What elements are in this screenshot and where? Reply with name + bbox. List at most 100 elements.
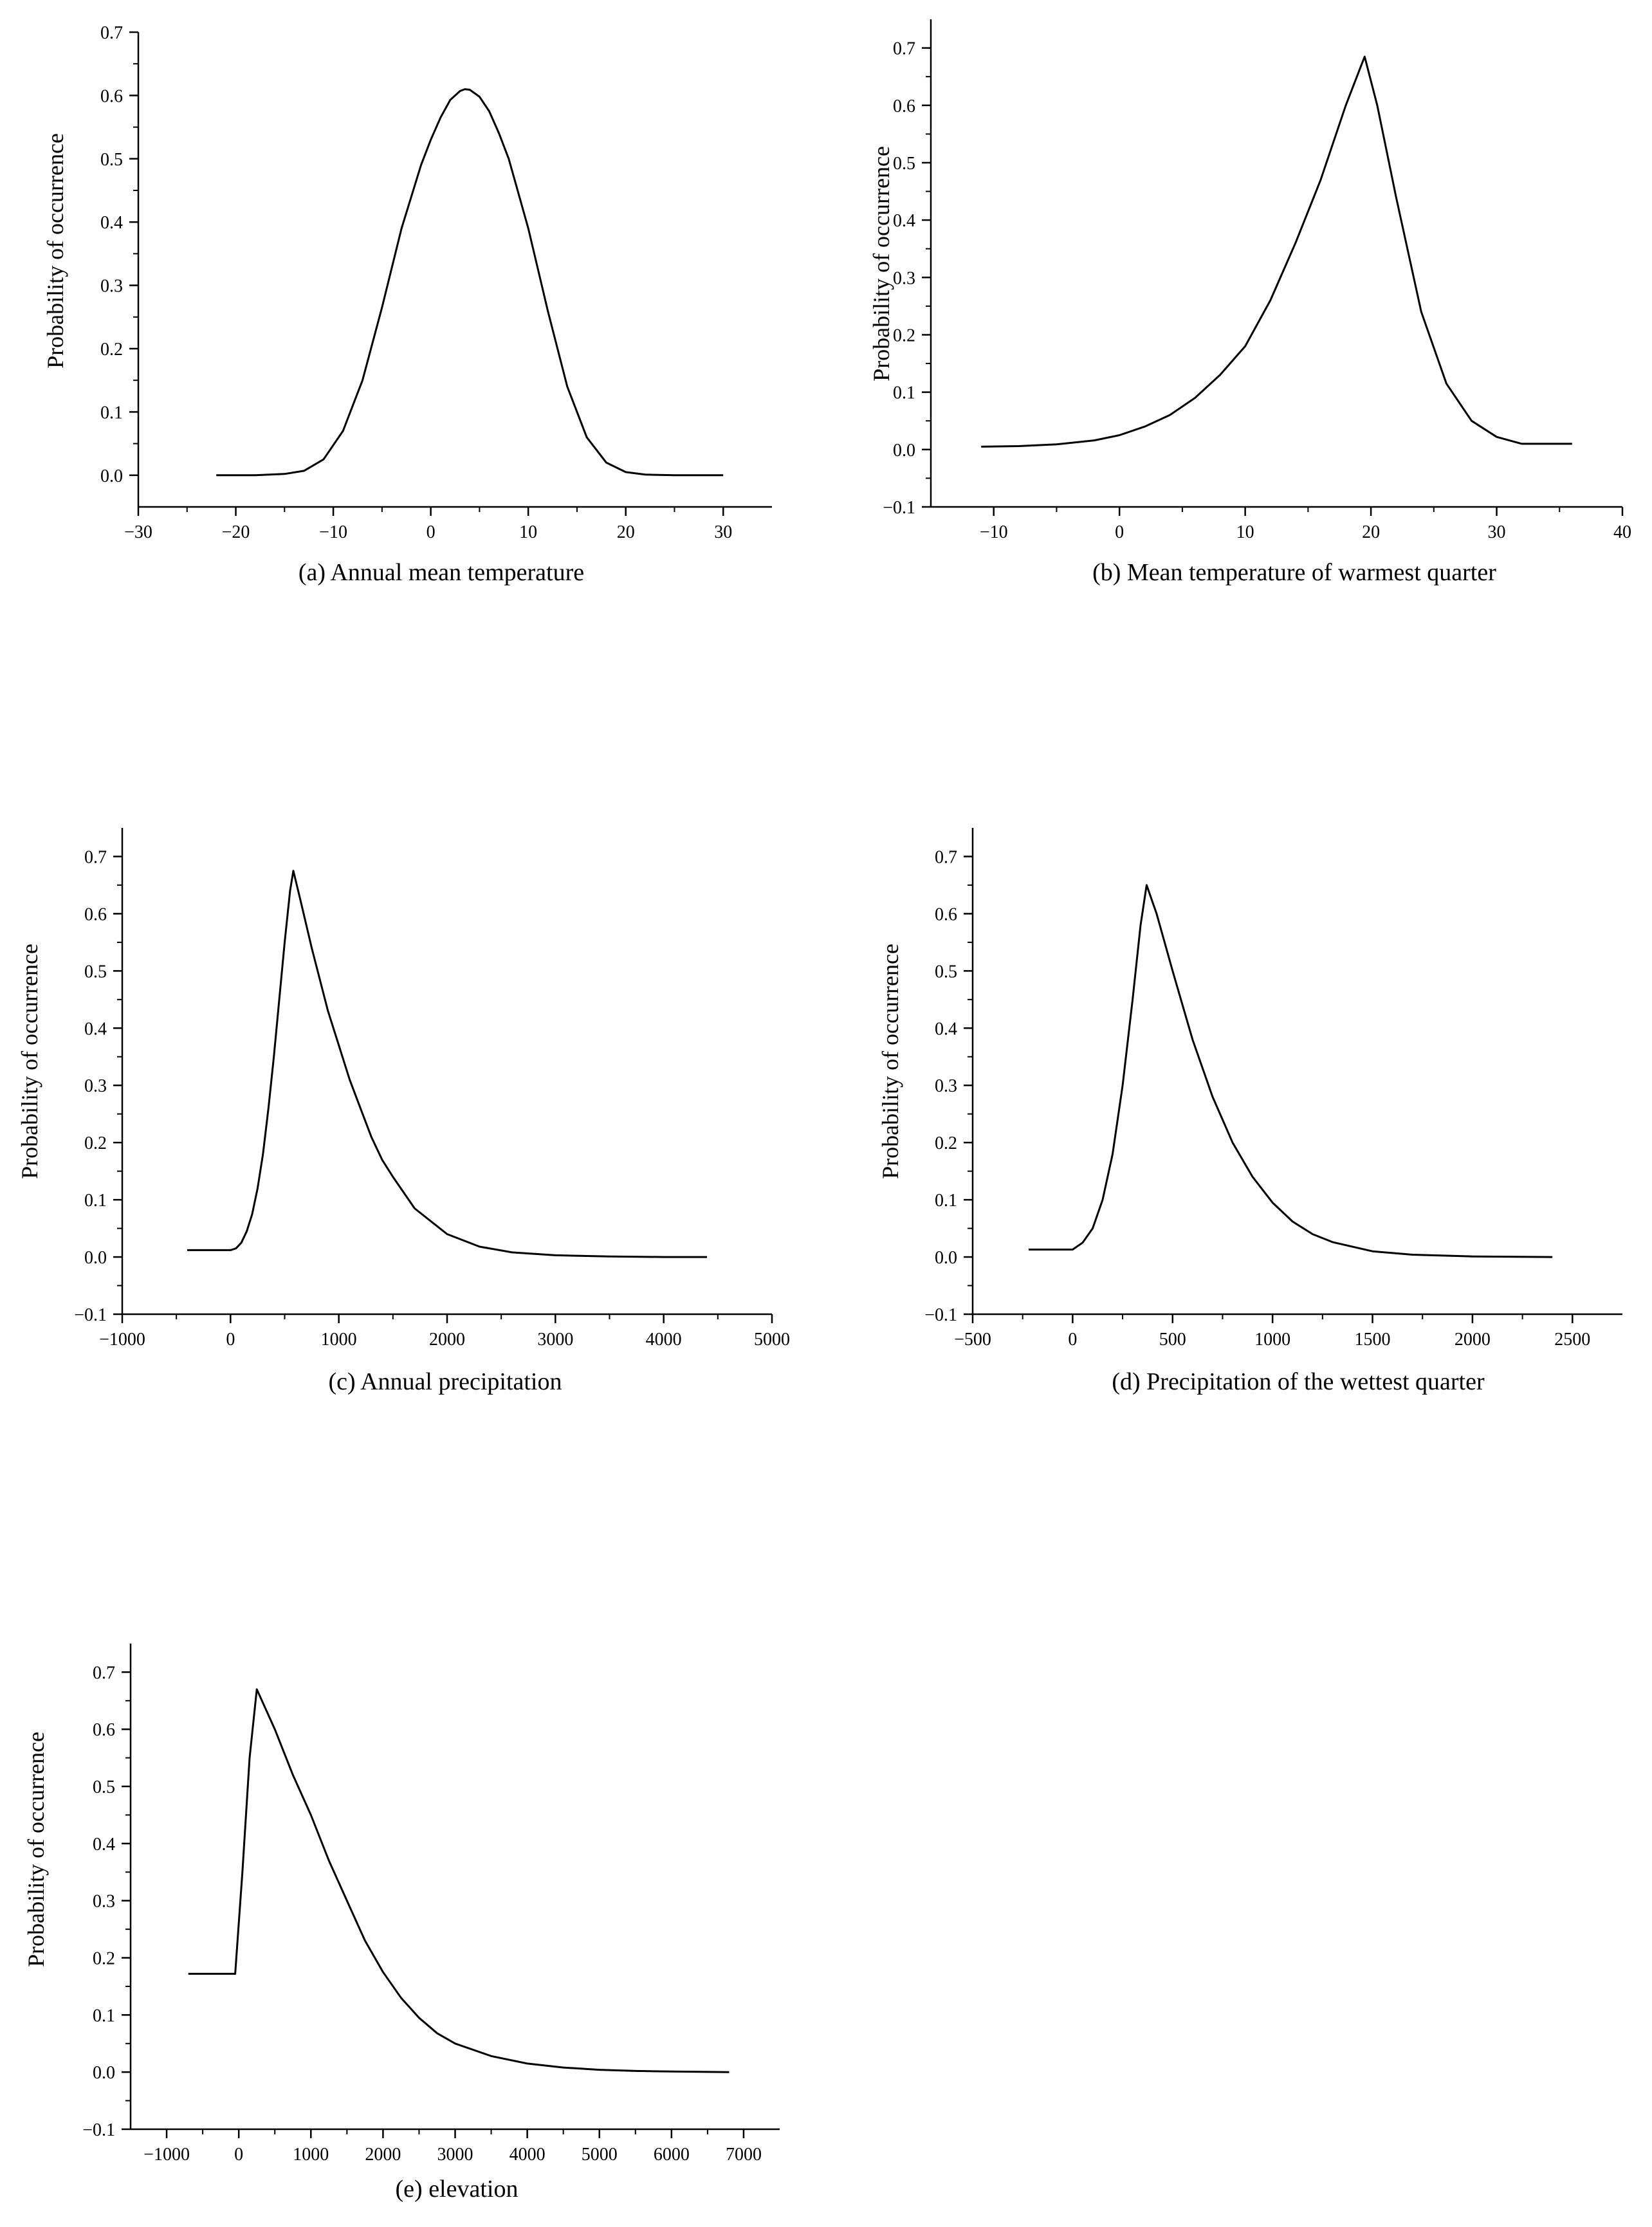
panel-e-x-tick-label: 6000 — [654, 2145, 690, 2165]
panel-c-y-tick-label: 0.1 — [84, 1191, 107, 1211]
panel-d-x-tick-label: 2000 — [1455, 1330, 1491, 1350]
panel-e-y-tick-label: 0.2 — [93, 1949, 115, 1969]
panel-d-x-tick-label: −500 — [954, 1330, 991, 1350]
panel-d-x-tick-label: 1500 — [1355, 1330, 1391, 1350]
panel-a-y-tick-label: 0.0 — [100, 466, 123, 486]
panel-b-y-tick-label: 0.4 — [893, 211, 915, 231]
panel-b-ylabel: Probability of occurrence — [868, 146, 894, 381]
panel-a-x-tick-label: 30 — [714, 522, 732, 542]
panel-e-caption: (e) elevation — [396, 2176, 519, 2203]
panel-e-y-tick-label: 0.5 — [93, 1777, 115, 1797]
panel-d-caption: (d) Precipitation of the wettest quarter — [1112, 1368, 1485, 1395]
panel-b-y-tick-label: 0.1 — [893, 383, 915, 403]
panel-e-ylabel: Probability of occurrence — [23, 1732, 49, 1967]
panel-b-y-tick-label: 0.7 — [893, 39, 915, 59]
panel-a-y-tick-label: 0.6 — [100, 86, 123, 106]
panel-e-y-tick-label: 0.0 — [93, 2063, 115, 2083]
panel-a-y-tick-label: 0.1 — [100, 403, 123, 423]
panel-e-y-tick-label: 0.7 — [93, 1663, 115, 1683]
panel-c-x-tick-label: 2000 — [429, 1330, 465, 1350]
panel-d-y-tick-label: 0.6 — [935, 904, 957, 924]
panel-b-caption: (b) Mean temperature of warmest quarter — [1092, 559, 1496, 586]
panel-d-y-tick-label: 0.1 — [935, 1191, 957, 1211]
panel-c-x-tick-label: 1000 — [321, 1330, 357, 1350]
panel-a-caption: (a) Annual mean temperature — [298, 559, 584, 586]
panel-e-x-tick-label: 1000 — [293, 2145, 329, 2165]
panel-c-x-tick-label: 5000 — [754, 1330, 790, 1350]
panel-c-y-tick-label: 0.6 — [84, 904, 107, 924]
panel-c-ylabel: Probability of occurrence — [17, 944, 42, 1179]
panel-e-x-tick-label: 3000 — [437, 2145, 473, 2165]
panel-d-y-tick-label: 0.4 — [935, 1019, 957, 1039]
panel-e-y-tick-label: 0.1 — [93, 2006, 115, 2026]
panel-e-y-tick-label: 0.6 — [93, 1720, 115, 1740]
panel-b: Probability of occurrence (b) Mean tempe… — [868, 19, 1631, 586]
panel-b-x-tick-label: 40 — [1613, 522, 1631, 542]
panel-a-y-tick-label: 0.7 — [100, 23, 123, 43]
panel-a-y-tick-label: 0.2 — [100, 340, 123, 360]
panel-a-ylabel: Probability of occurrence — [42, 133, 68, 369]
panel-a-x-tick-label: −30 — [124, 522, 152, 542]
panel-d-y-tick-label: 0.3 — [935, 1076, 957, 1096]
panel-c-x-tick-label: 0 — [226, 1330, 235, 1350]
panel-b-x-tick-label: −10 — [980, 522, 1008, 542]
panel-d-x-tick-label: 2500 — [1554, 1330, 1590, 1350]
panel-d-x-tick-label: 1000 — [1254, 1330, 1290, 1350]
panel-c-y-tick-label: 0.5 — [84, 962, 107, 982]
panel-d-y-tick-label: 0.5 — [935, 962, 957, 982]
panel-c-x-tick-label: −1000 — [99, 1330, 145, 1350]
panel-c-y-tick-label: 0.4 — [84, 1019, 107, 1039]
panel-c-y-tick-label: 0.2 — [84, 1133, 107, 1153]
panel-c-x-tick-label: 3000 — [537, 1330, 573, 1350]
panel-e-x-tick-label: 2000 — [365, 2145, 401, 2165]
panel-d-ylabel: Probability of occurrence — [877, 944, 903, 1179]
panel-c-y-tick-label: 0.7 — [84, 847, 107, 867]
panel-d-x-tick-label: 500 — [1159, 1330, 1186, 1350]
panel-b-y-tick-label: 0.0 — [893, 441, 915, 461]
panel-d-y-tick-label: 0.7 — [935, 847, 957, 867]
panel-b-y-tick-label: 0.6 — [893, 96, 915, 116]
panel-e-y-tick-label: −0.1 — [82, 2120, 115, 2140]
panel-d-y-tick-label: 0.0 — [935, 1248, 957, 1268]
panel-c: Probability of occurrence (c) Annual pre… — [17, 828, 790, 1395]
panel-c-series-line — [187, 870, 707, 1258]
panel-a: Probability of occurrence (a) Annual mea… — [42, 23, 772, 586]
panel-a-y-tick-label: 0.3 — [100, 277, 123, 297]
panel-b-series-line — [981, 55, 1572, 448]
panel-e-x-tick-label: 7000 — [726, 2145, 762, 2165]
panel-e-series-line — [188, 1688, 730, 2073]
panel-a-series-line — [216, 88, 724, 477]
panel-d: Probability of occurrence (d) Precipitat… — [877, 828, 1622, 1395]
panel-a-x-tick-label: 10 — [519, 522, 537, 542]
panel-e-x-tick-label: 4000 — [509, 2145, 546, 2165]
panel-d-y-tick-label: 0.2 — [935, 1133, 957, 1153]
panel-b-y-tick-label: 0.2 — [893, 325, 915, 345]
panel-b-y-tick-label: 0.3 — [893, 268, 915, 288]
panel-a-x-tick-label: −20 — [222, 522, 250, 542]
panel-a-y-tick-label: 0.5 — [100, 150, 123, 170]
panel-e: Probability of occurrence (e) elevation … — [23, 1644, 780, 2203]
panel-e-x-tick-label: 5000 — [582, 2145, 618, 2165]
panel-a-x-tick-label: 20 — [617, 522, 635, 542]
panel-b-x-tick-label: 0 — [1115, 522, 1124, 542]
panel-d-x-tick-label: 0 — [1068, 1330, 1077, 1350]
panel-e-y-tick-label: 0.4 — [93, 1835, 115, 1855]
panel-c-y-tick-label: −0.1 — [74, 1305, 107, 1325]
panel-c-caption: (c) Annual precipitation — [329, 1368, 562, 1395]
panel-b-y-tick-label: 0.5 — [893, 154, 915, 174]
panel-a-x-tick-label: −10 — [319, 522, 347, 542]
panel-c-y-tick-label: 0.3 — [84, 1076, 107, 1096]
panel-a-x-tick-label: 0 — [427, 522, 436, 542]
panel-b-y-tick-label: −0.1 — [883, 498, 915, 518]
panel-b-x-tick-label: 30 — [1488, 522, 1506, 542]
panel-e-x-tick-label: −1000 — [143, 2145, 190, 2165]
panel-a-y-tick-label: 0.4 — [100, 213, 123, 233]
panel-b-x-tick-label: 10 — [1236, 522, 1254, 542]
panel-c-y-tick-label: 0.0 — [84, 1248, 107, 1268]
panel-e-y-tick-label: 0.3 — [93, 1892, 115, 1912]
panel-e-x-tick-label: 0 — [234, 2145, 243, 2165]
panel-d-series-line — [1029, 884, 1553, 1258]
panel-d-y-tick-label: −0.1 — [924, 1305, 957, 1325]
